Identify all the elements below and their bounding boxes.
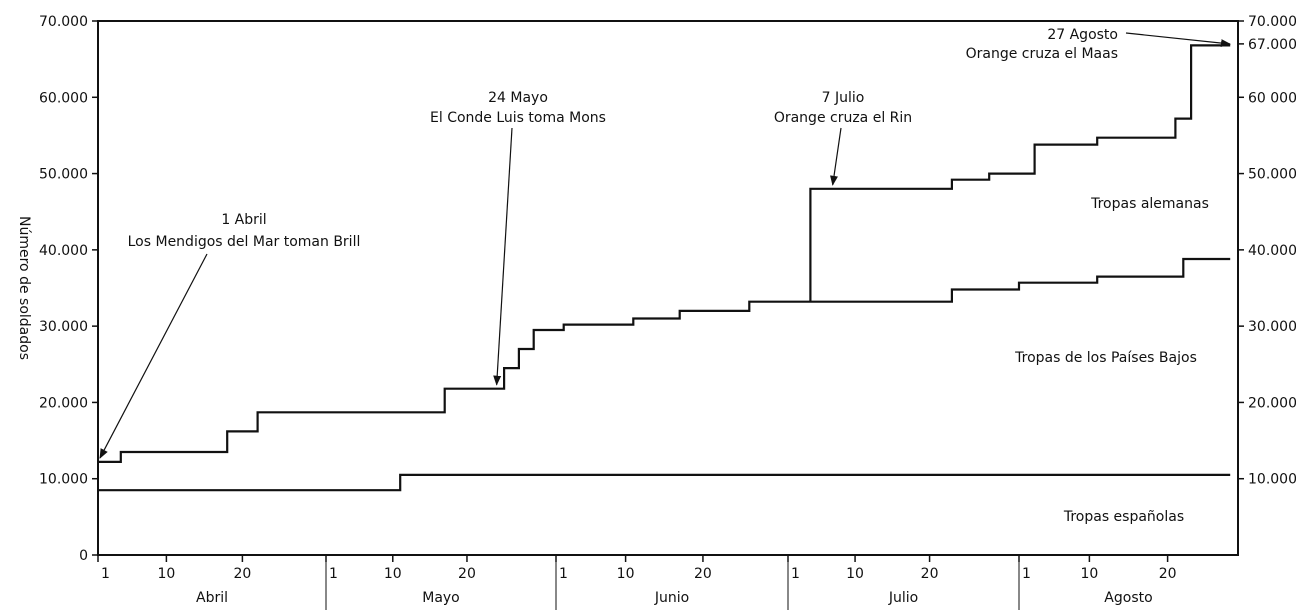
annotation-date: 24 Mayo xyxy=(488,90,548,106)
annotation-date: 27 Agosto xyxy=(1047,27,1118,43)
x-tick-label: 20 xyxy=(921,566,939,582)
region-label-paises-bajos: Tropas de los Países Bajos xyxy=(1014,350,1197,366)
x-tick-label: 20 xyxy=(233,566,251,582)
y-tick-label-right: 50.000 xyxy=(1248,167,1296,183)
y-tick-label-left: 70.000 xyxy=(39,14,88,30)
annotation-event: El Conde Luis toma Mons xyxy=(430,110,606,126)
x-tick-label: 20 xyxy=(694,566,712,582)
annotation-arrow xyxy=(99,253,208,459)
y-tick-label-left: 0 xyxy=(79,548,88,564)
y-tick-label-left: 10.000 xyxy=(39,472,88,488)
annotation-date: 7 Julio xyxy=(822,90,865,106)
x-tick-label: 1 xyxy=(101,566,110,582)
y-tick-label-right: 30.000 xyxy=(1248,319,1296,335)
annotation-event: Orange cruza el Rin xyxy=(774,110,912,126)
y-tick-label-left: 60.000 xyxy=(39,90,88,106)
y-tick-label-right: 60 000 xyxy=(1248,90,1296,106)
x-tick-label: 10 xyxy=(846,566,864,582)
y-tick-label-right: 10.000 xyxy=(1248,472,1296,488)
annotation-arrow xyxy=(830,127,842,186)
x-tick-label: 10 xyxy=(617,566,635,582)
annotation-date: 1 Abril xyxy=(221,212,266,228)
series-line-1 xyxy=(98,473,1231,492)
region-label-alemanas: Tropas alemanas xyxy=(1090,196,1209,212)
x-tick-label: 1 xyxy=(329,566,338,582)
y-tick-label-right: 70.000 xyxy=(1248,14,1296,30)
annotation-layer: 1 Abril Los Mendigos del Mar toman Brill 2… xyxy=(99,27,1231,459)
plot-frame xyxy=(97,20,1239,556)
x-tick-label: 20 xyxy=(458,566,476,582)
x-tick-label: 10 xyxy=(384,566,402,582)
region-label-espanolas: Tropas españolas xyxy=(1063,509,1184,525)
y-tick-label-left: 40.000 xyxy=(39,243,88,259)
annotation-event: Los Mendigos del Mar toman Brill xyxy=(128,234,361,250)
y-tick-label-left: 30.000 xyxy=(39,319,88,335)
y-tick-label-right: 20.000 xyxy=(1248,395,1296,411)
annotation-event: Orange cruza el Maas xyxy=(966,46,1118,62)
x-tick-label: 20 xyxy=(1159,566,1177,582)
month-label: Junio xyxy=(654,590,689,606)
y-tick-label-left: 20.000 xyxy=(39,395,88,411)
series-line-3 xyxy=(809,44,1231,302)
axis-ticks: 0 10.000 20.000 30.000 40.000 50.000 60.000 70.… xyxy=(39,14,1296,610)
annotation-arrow xyxy=(493,127,513,386)
y-tick-label-right: 40.000 xyxy=(1248,243,1296,259)
month-label: Julio xyxy=(888,590,918,606)
y-tick-label-right: 67.000 xyxy=(1248,37,1296,53)
x-tick-label: 10 xyxy=(157,566,175,582)
month-label: Abril xyxy=(196,590,228,606)
series-layer xyxy=(98,44,1231,492)
x-tick-label: 1 xyxy=(559,566,568,582)
x-tick-label: 1 xyxy=(1022,566,1031,582)
y-tick-label-left: 50.000 xyxy=(39,167,88,183)
x-tick-label: 10 xyxy=(1080,566,1098,582)
series-line-2 xyxy=(98,257,1231,463)
y-axis-label: Número de soldados xyxy=(16,216,32,360)
month-label: Agosto xyxy=(1104,590,1152,606)
x-tick-label: 1 xyxy=(791,566,800,582)
annotation-arrow xyxy=(1125,32,1231,48)
month-label: Mayo xyxy=(422,590,460,606)
